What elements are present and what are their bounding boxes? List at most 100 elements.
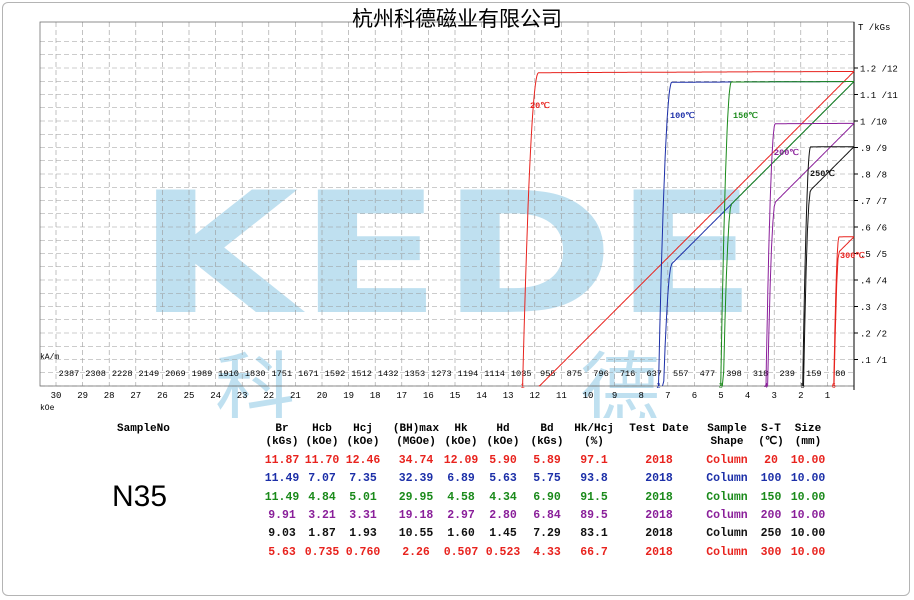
- x-top-tick-label: 477: [700, 369, 715, 379]
- x-bottom-tick-label: 10: [583, 391, 594, 401]
- normal-curve: [721, 81, 855, 387]
- column-header: S-T (℃): [758, 423, 784, 448]
- x-top-tick-label: 1830: [245, 369, 266, 379]
- x-top-tick-label: 1512: [351, 369, 372, 379]
- x-bottom-tick-label: 24: [210, 391, 221, 401]
- series-label: 150℃: [733, 110, 758, 121]
- table-cell: 5.63: [268, 545, 296, 559]
- x-top-tick-label: 1989: [192, 369, 213, 379]
- sample-no-label: SampleNo: [117, 423, 170, 435]
- x-top-tick-label: 239: [779, 369, 794, 379]
- y-tick-labels: .1 /1 .2 /2 .3 /3 .4 /4 .5 /5 .6 /6 .7 /7 .8 /8…: [854, 23, 898, 366]
- curves: 20℃ 1 100℃ 2 150℃ 3 200℃ 4 250℃ 5 300℃ 6: [520, 70, 865, 391]
- series-marker: 2: [656, 383, 660, 391]
- table-cell: 93.8: [580, 472, 608, 486]
- x-bottom-tick-label: 7: [665, 391, 670, 401]
- y-tick-label: .7 /7: [860, 197, 887, 207]
- table-cell: 0.735: [304, 545, 340, 559]
- x-top-tick-label: 1751: [271, 369, 292, 379]
- table-cell: 11.49: [264, 472, 300, 486]
- x-bottom-tick-label: 11: [556, 391, 567, 401]
- table-cell: 9.03: [268, 527, 296, 541]
- series-label: 20℃: [530, 100, 550, 111]
- table-cell: Column: [706, 545, 748, 559]
- table-cell: 1.60: [447, 527, 475, 541]
- series-label: 200℃: [774, 147, 799, 158]
- table-cell: 10.00: [790, 527, 826, 541]
- x-bottom-tick-label: 8: [638, 391, 643, 401]
- x-bottom-tick-label: 23: [237, 391, 248, 401]
- table-cell: 0.507: [443, 545, 479, 559]
- x-top-tick-label: 2228: [112, 369, 133, 379]
- y-tick-label: .9 /9: [860, 144, 887, 154]
- table-cell: 1.45: [489, 527, 517, 541]
- x-bottom-unit: kOe: [40, 404, 55, 413]
- table-cell: 2.97: [447, 508, 475, 522]
- table-cell: 10.00: [790, 508, 826, 522]
- y-tick-label: .3 /3: [860, 303, 887, 313]
- x-bottom-tick-label: 18: [370, 391, 381, 401]
- table-cell: 2018: [645, 490, 673, 504]
- x-bottom-tick-label: 14: [476, 391, 487, 401]
- table-cell: 5.90: [489, 454, 517, 467]
- series-marker: 1: [520, 383, 524, 391]
- table-cell: 5.75: [533, 472, 561, 486]
- x-top-tick-label: 955: [540, 369, 555, 379]
- x-top-tick-label: 80: [835, 369, 845, 379]
- table-cell: 12.09: [443, 454, 479, 467]
- column-header: Sample Shape: [707, 423, 747, 448]
- series-label: 300℃: [840, 250, 865, 261]
- column-header: Br (kGs): [265, 423, 299, 448]
- table-cell: 7.29: [533, 527, 561, 541]
- x-bottom-tick-label: 4: [745, 391, 750, 401]
- x-bottom-tick-label: 2: [798, 391, 803, 401]
- normal-curve: [803, 146, 855, 387]
- results-table: SampleNo Br (kGs) Hcb (kOe) Hcj (kOe) (BH)ma…: [0, 418, 914, 598]
- table-cell: Column: [706, 472, 748, 486]
- column-header: Hk (kOe): [444, 423, 478, 448]
- table-cell: 66.7: [580, 545, 608, 559]
- x-bottom-tick-label: 15: [450, 391, 461, 401]
- x-bottom-tick-label: 17: [396, 391, 407, 401]
- x-bottom-tick-label: 26: [157, 391, 168, 401]
- watermark-text: KEDE: [137, 156, 757, 352]
- x-top-tick-label: 1114: [484, 369, 505, 379]
- y-tick-label: .5 /5: [860, 250, 887, 260]
- x-top-unit: kA/m: [40, 353, 59, 362]
- series-3: 150℃ 3: [719, 81, 855, 391]
- table-cell: Column: [706, 527, 748, 541]
- table-cell: 89.5: [580, 508, 608, 522]
- intrinsic-curve: [522, 70, 855, 387]
- y-tick-label: .4 /4: [860, 277, 887, 287]
- table-cell: 2.26: [402, 545, 430, 559]
- table-cell: 2018: [645, 545, 673, 559]
- table-cell: 1.87: [308, 527, 336, 541]
- table-cell: 200: [760, 508, 782, 522]
- x-bottom-tick-label: 1: [825, 391, 830, 401]
- x-top-tick-label: 2308: [85, 369, 106, 379]
- table-cell: Column: [706, 490, 748, 504]
- table-cell: 4.58: [447, 490, 475, 504]
- x-top-tick-label: 1194: [458, 369, 479, 379]
- table-cell: 12.46: [345, 454, 381, 467]
- y-tick-label: 1.1 /11: [860, 91, 898, 101]
- column-header: Hcb (kOe): [305, 423, 339, 448]
- table-cell: 100: [760, 472, 782, 486]
- x-top-tick-label: 1273: [431, 369, 452, 379]
- x-bottom-tick-label: 20: [317, 391, 328, 401]
- table-cell: 32.39: [398, 472, 434, 486]
- series-label: 100℃: [670, 110, 695, 121]
- table-cell: 7.07: [308, 472, 336, 486]
- table-cell: 3.31: [349, 508, 377, 522]
- table-cell: 5.63: [489, 472, 517, 486]
- table-cell: 150: [760, 490, 782, 504]
- x-top-tick-label: 2069: [165, 369, 186, 379]
- column-header: Hk/Hcj (%): [574, 423, 614, 448]
- y-tick-label: 1 /10: [860, 118, 887, 128]
- table-cell: 10.00: [790, 490, 826, 504]
- intrinsic-curve: [765, 122, 854, 387]
- table-cell: 20: [764, 454, 778, 467]
